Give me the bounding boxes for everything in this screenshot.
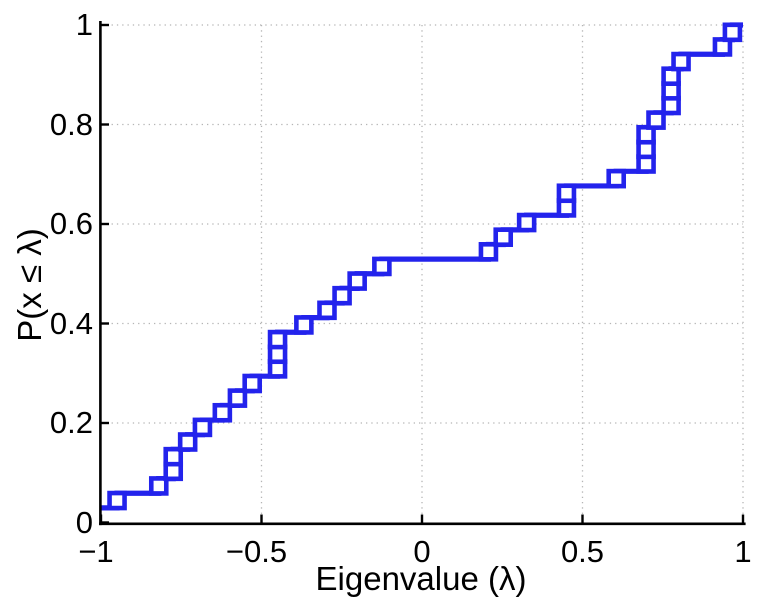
data-point-marker <box>347 271 367 291</box>
data-point-marker <box>212 402 233 423</box>
data-point-marker <box>712 37 733 57</box>
x-tick-label--1: −1 <box>78 534 114 569</box>
data-point-marker <box>107 490 127 511</box>
x-axis-title: Eigenvalue (λ) <box>315 560 527 597</box>
data-point-marker <box>516 212 537 233</box>
data-point-marker <box>606 168 627 189</box>
y-tick-label-1: 1 <box>75 7 93 42</box>
data-point-marker <box>478 242 499 262</box>
data-point-marker <box>163 446 184 467</box>
data-point-marker <box>192 417 213 438</box>
data-point-marker <box>671 51 691 72</box>
data-point-marker <box>556 183 577 204</box>
data-point-marker <box>317 300 337 321</box>
x-tick-label-0.5: 0.5 <box>560 534 605 569</box>
data-point-marker <box>267 329 288 350</box>
y-tick-label-0.4: 0.4 <box>49 305 93 341</box>
data-point-marker <box>148 476 169 496</box>
data-point-marker <box>332 285 352 306</box>
data-point-marker <box>661 66 681 86</box>
data-point-marker <box>294 315 314 335</box>
data-point-marker <box>722 22 743 43</box>
y-tick-label-0.8: 0.8 <box>49 106 93 142</box>
data-point-marker <box>227 388 248 408</box>
y-tick-label-0: 0 <box>75 504 93 540</box>
data-point-marker <box>177 432 198 452</box>
data-point-marker <box>242 373 262 394</box>
y-tick-label-0.2: 0.2 <box>49 405 93 440</box>
data-point-marker <box>646 110 666 130</box>
data-point-marker <box>493 227 514 247</box>
x-tick-label--0.5: −0.5 <box>225 534 288 569</box>
x-tick-label-0: 0 <box>413 534 431 569</box>
data-point-marker <box>372 256 392 277</box>
y-axis-title: P(x ≤ λ) <box>11 228 48 342</box>
data-point-marker <box>636 124 656 145</box>
y-tick-label-0.6: 0.6 <box>49 206 93 241</box>
x-tick-label-1: 1 <box>734 534 752 569</box>
